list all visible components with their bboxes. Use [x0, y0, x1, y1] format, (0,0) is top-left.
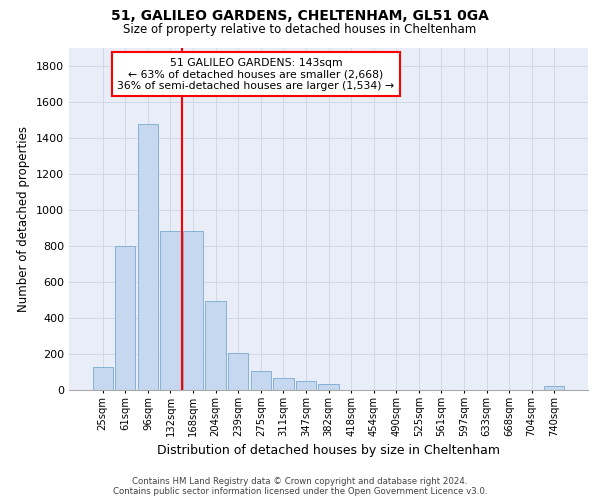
- Bar: [183, 232, 203, 390]
- Text: Contains HM Land Registry data © Crown copyright and database right 2024.
Contai: Contains HM Land Registry data © Crown c…: [113, 476, 487, 496]
- Bar: [160, 232, 181, 390]
- Bar: [115, 246, 136, 390]
- Text: 51 GALILEO GARDENS: 143sqm
← 63% of detached houses are smaller (2,668)
36% of s: 51 GALILEO GARDENS: 143sqm ← 63% of deta…: [117, 58, 394, 91]
- Bar: [544, 386, 565, 390]
- Y-axis label: Number of detached properties: Number of detached properties: [17, 126, 31, 312]
- Bar: [251, 371, 271, 390]
- Bar: [205, 301, 226, 390]
- X-axis label: Distribution of detached houses by size in Cheltenham: Distribution of detached houses by size …: [157, 444, 500, 458]
- Bar: [228, 353, 248, 390]
- Bar: [273, 378, 293, 390]
- Bar: [92, 368, 113, 390]
- Bar: [138, 124, 158, 390]
- Bar: [296, 381, 316, 390]
- Text: Size of property relative to detached houses in Cheltenham: Size of property relative to detached ho…: [124, 22, 476, 36]
- Bar: [319, 384, 338, 390]
- Text: 51, GALILEO GARDENS, CHELTENHAM, GL51 0GA: 51, GALILEO GARDENS, CHELTENHAM, GL51 0G…: [111, 9, 489, 23]
